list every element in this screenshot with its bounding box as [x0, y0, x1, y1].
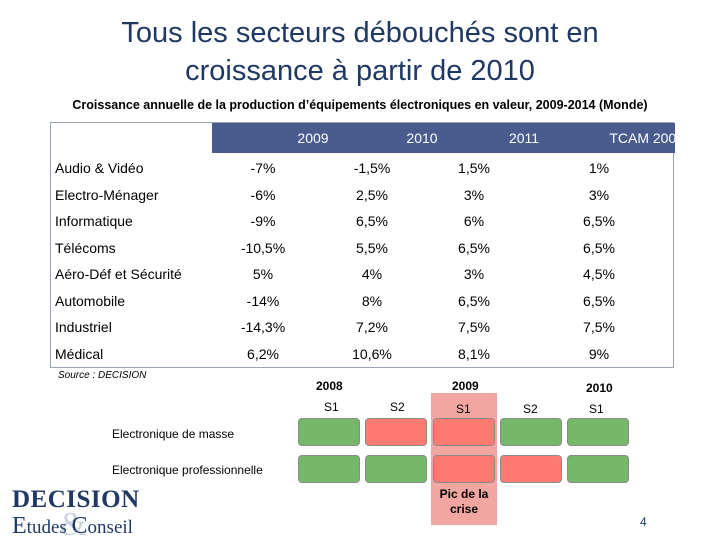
- cell-tcam: 1%: [588, 160, 610, 176]
- cell-2011: 6,5%: [458, 292, 490, 309]
- lane-mass-2009-s2: [500, 418, 562, 446]
- cell-2010: 2,5%: [356, 186, 388, 203]
- page-number: 4: [640, 515, 647, 529]
- cell-2009: -10,5%: [240, 239, 286, 256]
- cell-tcam: 4,5%: [583, 266, 615, 282]
- cell-2010: 4%: [361, 266, 383, 282]
- cell-2011: 8,1%: [458, 345, 490, 362]
- row-label: Aéro-Déf et Sécurité: [55, 266, 182, 282]
- lane-pro-2008-s2: [365, 455, 427, 483]
- cell-2010: 10,6%: [352, 345, 392, 362]
- cell-2009: -14,3%: [240, 319, 286, 335]
- logo-line-1: DECISION: [12, 486, 140, 513]
- growth-table: 2009 2010 2011 TCAM 2009-2014 Audio & Vi…: [50, 122, 689, 368]
- source-note: Source : DECISION: [58, 370, 147, 381]
- cell-2011: 1,5%: [458, 160, 490, 176]
- semester-label: S2: [390, 400, 405, 414]
- lane-mass-2010-s1: [567, 418, 629, 446]
- semester-label: S2: [523, 402, 538, 416]
- cell-2009: -6%: [250, 186, 276, 203]
- lane-label-mass: Electronique de masse: [112, 427, 235, 441]
- row-label: Audio & Vidéo: [55, 160, 144, 176]
- lane-mass-2008-s2: [365, 418, 427, 446]
- header-2011: 2011: [508, 130, 540, 146]
- table-row: Médical 6,2% 10,6% 8,1% 9%: [51, 341, 675, 368]
- logo-line-2: Etudes Conseil: [12, 513, 133, 539]
- row-label: Informatique: [55, 213, 133, 229]
- cell-2009: -14%: [246, 292, 280, 309]
- title-line-1: Tous les secteurs débouchés sont en: [121, 17, 599, 49]
- slide-subtitle: Croissance annuelle de la production d’é…: [72, 98, 648, 112]
- table-row: Industriel -14,3% 7,2% 7,5% 7,5%: [51, 314, 675, 341]
- row-label: Automobile: [55, 292, 126, 309]
- decision-logo: & DECISION Etudes Conseil: [0, 484, 142, 540]
- cell-2011: 3%: [463, 186, 485, 203]
- table-row: Télécoms -10,5% 5,5% 6,5% 6,5%: [51, 235, 675, 262]
- lane-pro-2009-s2: [500, 455, 562, 483]
- cell-tcam: 7,5%: [583, 319, 615, 335]
- cell-2009: 5%: [252, 266, 274, 282]
- header-2009: 2009: [297, 130, 329, 146]
- title-line-2: croissance à partir de 2010: [185, 55, 535, 87]
- slide-title: Tous les secteurs débouchés sont en croi…: [0, 14, 720, 90]
- cell-tcam: 6,5%: [583, 213, 615, 229]
- table-row: Automobile -14% 8% 6,5% 6,5%: [51, 288, 675, 315]
- cell-tcam: 3%: [588, 186, 610, 203]
- cell-2010: 7,2%: [356, 319, 388, 335]
- semester-label: S1: [324, 400, 339, 414]
- table-row: Informatique -9% 6,5% 6% 6,5%: [51, 208, 675, 235]
- cell-2011: 3%: [463, 266, 485, 282]
- semester-label: S1: [456, 402, 471, 416]
- cell-2011: 6,5%: [458, 239, 490, 256]
- year-label-2008: 2008: [316, 379, 343, 393]
- cell-2010: -1,5%: [353, 160, 391, 176]
- year-label-2010: 2010: [586, 381, 613, 395]
- row-label: Médical: [55, 345, 104, 362]
- cell-2011: 7,5%: [458, 319, 490, 335]
- cell-2010: 8%: [361, 292, 383, 309]
- cell-2011: 6%: [463, 213, 485, 229]
- table-row: Audio & Vidéo -7% -1,5% 1,5% 1%: [51, 155, 675, 182]
- table-row: Aéro-Déf et Sécurité 5% 4% 3% 4,5%: [51, 261, 675, 288]
- cell-2009: -7%: [250, 160, 276, 176]
- header-2010: 2010: [406, 130, 438, 146]
- year-label-2009: 2009: [452, 379, 479, 393]
- lane-pro-2008-s1: [298, 455, 360, 483]
- row-label: Télécoms: [55, 239, 116, 256]
- table-header: 2009 2010 2011 TCAM 2009-2014: [51, 123, 689, 176]
- ampersand-mark: &: [60, 506, 87, 540]
- cell-2010: 6,5%: [356, 213, 388, 229]
- lane-mass-2008-s1: [298, 418, 360, 446]
- header-tcam: TCAM 2009-2014: [609, 130, 689, 176]
- lane-pro-2010-s1: [567, 455, 629, 483]
- lane-label-professional: Electronique professionnelle: [112, 463, 263, 477]
- row-label: Electro-Ménager: [55, 186, 159, 203]
- cell-2010: 5,5%: [356, 239, 388, 256]
- cell-2009: -9%: [250, 213, 276, 229]
- table-row: Electro-Ménager -6% 2,5% 3% 3%: [51, 182, 675, 209]
- semester-label: S1: [589, 402, 604, 416]
- lane-mass-2009-s1: [433, 418, 495, 446]
- cell-2009: 6,2%: [247, 345, 279, 362]
- crisis-label: Pic de la crise: [439, 487, 489, 516]
- cell-tcam: 6,5%: [583, 239, 615, 256]
- lane-pro-2009-s1: [433, 455, 495, 483]
- cell-tcam: 6,5%: [583, 292, 615, 309]
- row-label: Industriel: [55, 319, 112, 335]
- cell-tcam: 9%: [588, 345, 610, 362]
